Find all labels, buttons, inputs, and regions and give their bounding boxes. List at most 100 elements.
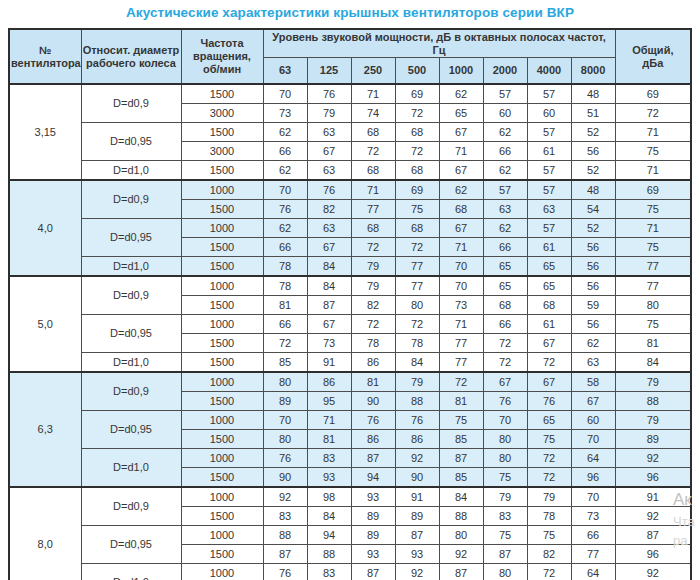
spl-level-cell: 87: [439, 449, 483, 468]
diameter-cell: D=d1,0: [81, 257, 181, 277]
table-row: 6,3D=d0,91000808681797267675879: [9, 372, 691, 392]
diameter-cell: D=d0,9: [81, 84, 181, 123]
table-header: № вентилятора Относит. диаметр рабочего …: [9, 29, 691, 84]
spl-level-cell: 77: [395, 257, 439, 277]
spl-level-cell: 84: [395, 353, 439, 373]
table-row: D=d0,951000707176767570656079: [9, 411, 691, 430]
spl-level-cell: 68: [527, 296, 571, 315]
spl-level-cell: 74: [351, 104, 395, 123]
total-dba-cell: 71: [615, 123, 691, 142]
spl-level-cell: 81: [263, 296, 307, 315]
header-rpm: Частота вращения, об/мин: [181, 29, 263, 84]
spl-level-cell: 72: [263, 334, 307, 353]
spl-level-cell: 70: [263, 84, 307, 104]
spl-level-cell: 82: [351, 296, 395, 315]
spl-level-cell: 98: [307, 487, 351, 507]
spl-level-cell: 72: [483, 353, 527, 373]
total-dba-cell: 72: [615, 104, 691, 123]
spl-level-cell: 62: [483, 161, 527, 181]
spl-level-cell: 88: [439, 507, 483, 526]
spl-level-cell: 69: [395, 180, 439, 200]
table-row: 3,15D=d0,91500707671696257574869: [9, 84, 691, 104]
spl-level-cell: 63: [307, 219, 351, 238]
spl-level-cell: 93: [395, 545, 439, 564]
spl-level-cell: 66: [263, 315, 307, 334]
spl-level-cell: 87: [351, 449, 395, 468]
spl-level-cell: 75: [527, 526, 571, 545]
spl-level-cell: 66: [483, 238, 527, 257]
spl-level-cell: 66: [571, 526, 615, 545]
spl-level-cell: 59: [571, 296, 615, 315]
spl-level-cell: 76: [351, 411, 395, 430]
rpm-cell: 1500: [181, 468, 263, 488]
rpm-cell: 1500: [181, 200, 263, 219]
spl-level-cell: 76: [263, 564, 307, 580]
spl-level-cell: 80: [263, 430, 307, 449]
spl-level-cell: 57: [527, 84, 571, 104]
header-octave-63: 63: [263, 58, 307, 85]
table-row: D=d1,01500859186847772726384: [9, 353, 691, 373]
spl-level-cell: 70: [571, 430, 615, 449]
spl-level-cell: 62: [439, 84, 483, 104]
rpm-cell: 1500: [181, 353, 263, 373]
rpm-cell: 1500: [181, 296, 263, 315]
spl-level-cell: 68: [351, 123, 395, 142]
spl-level-cell: 93: [307, 468, 351, 488]
total-dba-cell: 84: [615, 353, 691, 373]
spl-level-cell: 92: [395, 449, 439, 468]
spl-level-cell: 72: [351, 142, 395, 161]
spl-level-cell: 73: [439, 296, 483, 315]
spl-level-cell: 83: [307, 449, 351, 468]
spl-level-cell: 65: [483, 257, 527, 277]
diameter-cell: D=d1,0: [81, 353, 181, 373]
spl-level-cell: 78: [351, 334, 395, 353]
spl-level-cell: 90: [351, 392, 395, 411]
diameter-cell: D=d0,95: [81, 219, 181, 257]
total-dba-cell: 79: [615, 411, 691, 430]
table-row: D=d0,951500626368686762575271: [9, 123, 691, 142]
spl-level-cell: 87: [483, 545, 527, 564]
spl-level-cell: 60: [571, 411, 615, 430]
spl-level-cell: 73: [307, 334, 351, 353]
spl-level-cell: 88: [307, 545, 351, 564]
total-dba-cell: 80: [615, 296, 691, 315]
rpm-cell: 1000: [181, 372, 263, 392]
spl-level-cell: 91: [307, 353, 351, 373]
spl-level-cell: 70: [483, 411, 527, 430]
spl-level-cell: 85: [439, 468, 483, 488]
spl-level-cell: 87: [351, 564, 395, 580]
spl-level-cell: 48: [571, 180, 615, 200]
spl-level-cell: 56: [571, 257, 615, 277]
spl-level-cell: 86: [351, 430, 395, 449]
rpm-cell: 1500: [181, 507, 263, 526]
spl-level-cell: 62: [571, 334, 615, 353]
spl-level-cell: 60: [527, 104, 571, 123]
spl-level-cell: 83: [263, 507, 307, 526]
spl-level-cell: 68: [351, 219, 395, 238]
spl-level-cell: 75: [483, 526, 527, 545]
spl-level-cell: 65: [483, 276, 527, 296]
diameter-cell: D=d0,95: [81, 411, 181, 449]
rpm-cell: 3000: [181, 104, 263, 123]
spl-level-cell: 77: [439, 353, 483, 373]
spl-level-cell: 79: [395, 372, 439, 392]
header-octave-1000: 1000: [439, 58, 483, 85]
spl-level-cell: 80: [483, 449, 527, 468]
spl-level-cell: 68: [351, 161, 395, 181]
rpm-cell: 1500: [181, 123, 263, 142]
spl-level-cell: 81: [351, 372, 395, 392]
table-row: D=d1,01000768387928780726492: [9, 564, 691, 580]
spl-level-cell: 63: [307, 161, 351, 181]
spl-level-cell: 62: [439, 180, 483, 200]
spl-level-cell: 80: [395, 296, 439, 315]
diameter-cell: D=d1,0: [81, 449, 181, 488]
rpm-cell: 1000: [181, 180, 263, 200]
spl-level-cell: 57: [527, 161, 571, 181]
total-dba-cell: 88: [615, 392, 691, 411]
spl-level-cell: 89: [395, 507, 439, 526]
total-dba-cell: 75: [615, 315, 691, 334]
spl-level-cell: 76: [307, 84, 351, 104]
spl-level-cell: 76: [263, 449, 307, 468]
spl-level-cell: 65: [527, 276, 571, 296]
spl-level-cell: 61: [527, 238, 571, 257]
